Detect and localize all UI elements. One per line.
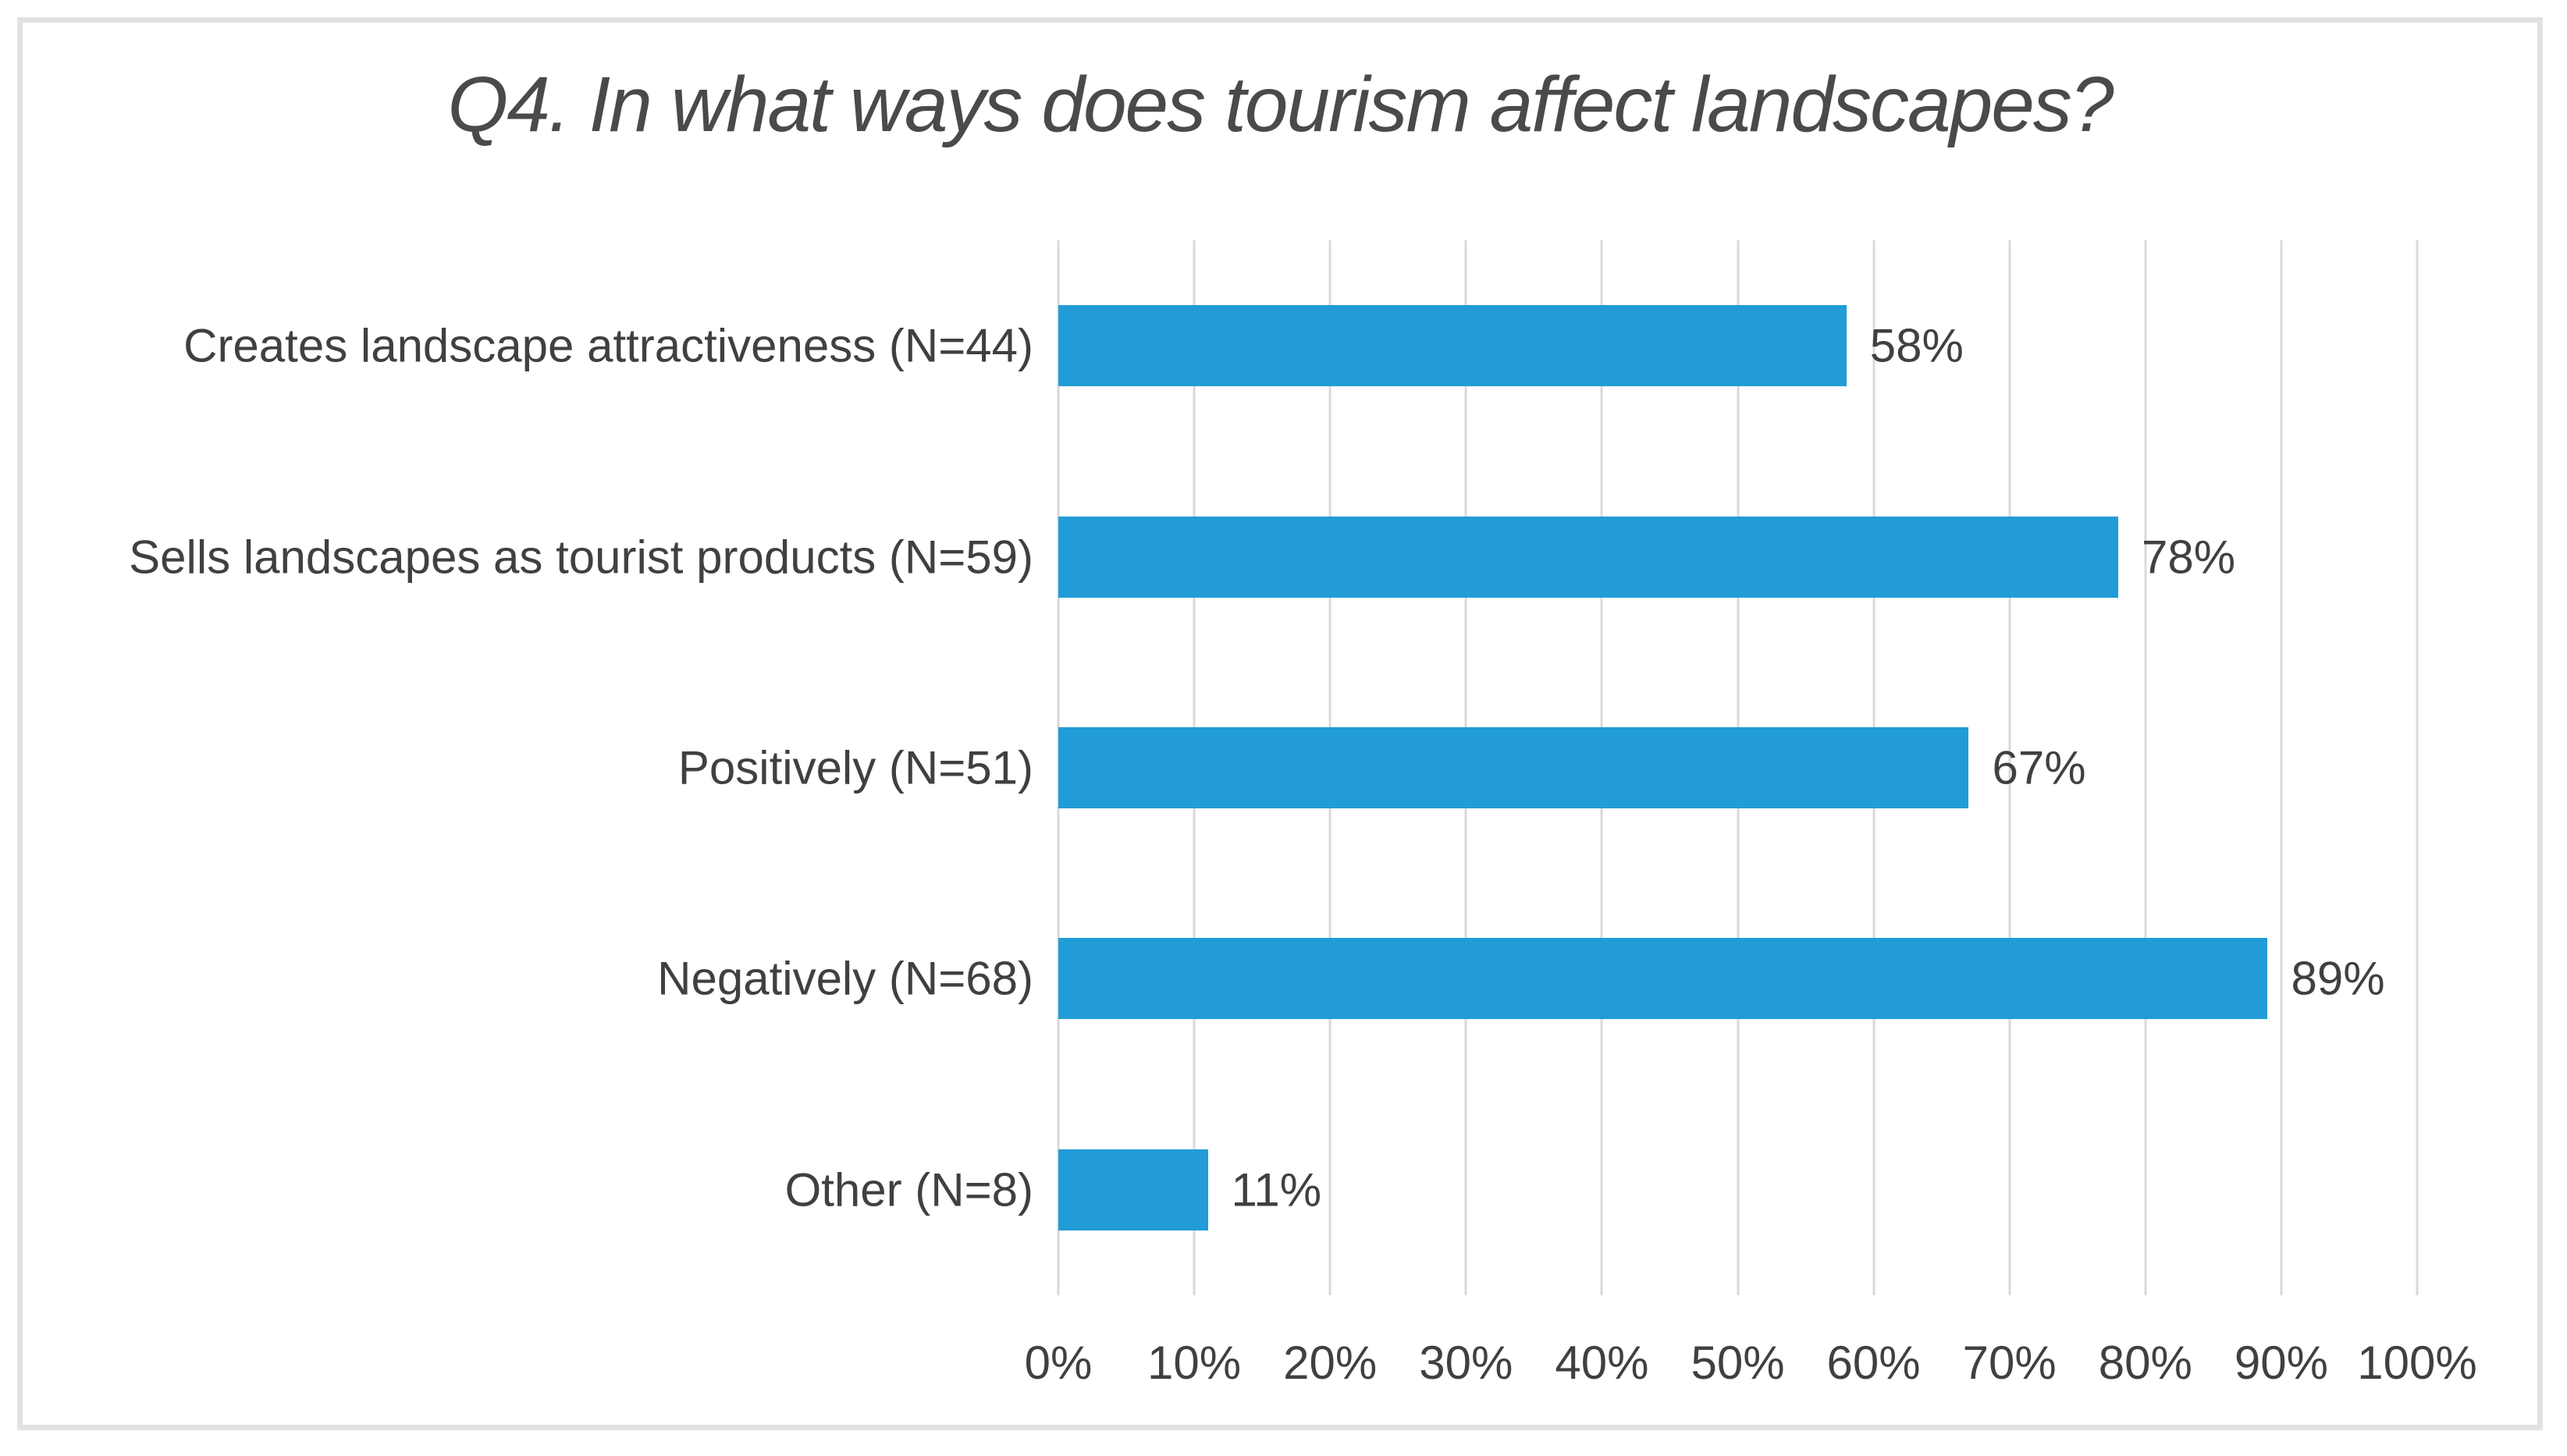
value-label: 67% <box>1992 741 2086 794</box>
bar <box>1058 938 2268 1020</box>
category-label: Sells landscapes as tourist products (N=… <box>129 531 1033 584</box>
bar-row: Negatively (N=68) 89% <box>657 873 2417 1084</box>
bar <box>1058 305 1847 387</box>
gridline <box>2280 240 2283 1295</box>
x-axis-tick-label: 60% <box>1826 1337 1921 1389</box>
chart-frame: Q4. In what ways does tourism affect lan… <box>17 17 2543 1430</box>
gridline <box>2008 240 2011 1295</box>
category-label: Positively (N=51) <box>677 741 1033 794</box>
bar-row: Creates landscape attractiveness (N=44) 5… <box>183 240 2417 451</box>
value-label: 58% <box>1869 319 1964 372</box>
category-label: Creates landscape attractiveness (N=44) <box>183 319 1033 372</box>
x-axis-tick-label: 80% <box>2098 1337 2192 1389</box>
bar <box>1058 516 2118 598</box>
bar-row: Other (N=8) 11% <box>785 1085 2417 1295</box>
bar <box>1058 726 1969 808</box>
category-label: Negatively (N=68) <box>657 952 1033 1005</box>
gridline <box>2144 240 2147 1295</box>
x-axis-tick-label: 0% <box>1024 1337 1093 1389</box>
plot-area: 0% 10% 20% 30% 40% 50% 60% 70% 80% 90% 100% Creates… <box>129 240 2477 1389</box>
chart-title: Q4. In what ways does tourism affect lan… <box>447 61 2114 148</box>
gridline <box>2416 240 2419 1295</box>
x-axis-tick-label: 20% <box>1283 1337 1378 1389</box>
bar <box>1058 1149 1208 1230</box>
value-label: 11% <box>1231 1163 1322 1216</box>
value-label: 89% <box>2291 952 2385 1005</box>
bar-row: Sells landscapes as tourist products (N=… <box>129 451 2417 662</box>
x-axis-tick-label: 90% <box>2234 1337 2328 1389</box>
x-axis-tick-label: 40% <box>1555 1337 1649 1389</box>
value-label: 78% <box>2141 531 2236 584</box>
bar-row: Positively (N=51) 67% <box>678 662 2417 873</box>
x-axis-tick-label: 30% <box>1419 1337 1513 1389</box>
x-axis-tick-label: 70% <box>1962 1337 2057 1389</box>
x-axis-tick-label: 10% <box>1147 1337 1242 1389</box>
x-axis-tick-label: 100% <box>2357 1337 2477 1389</box>
x-axis-tick-label: 50% <box>1691 1337 1785 1389</box>
category-label: Other (N=8) <box>784 1163 1033 1216</box>
